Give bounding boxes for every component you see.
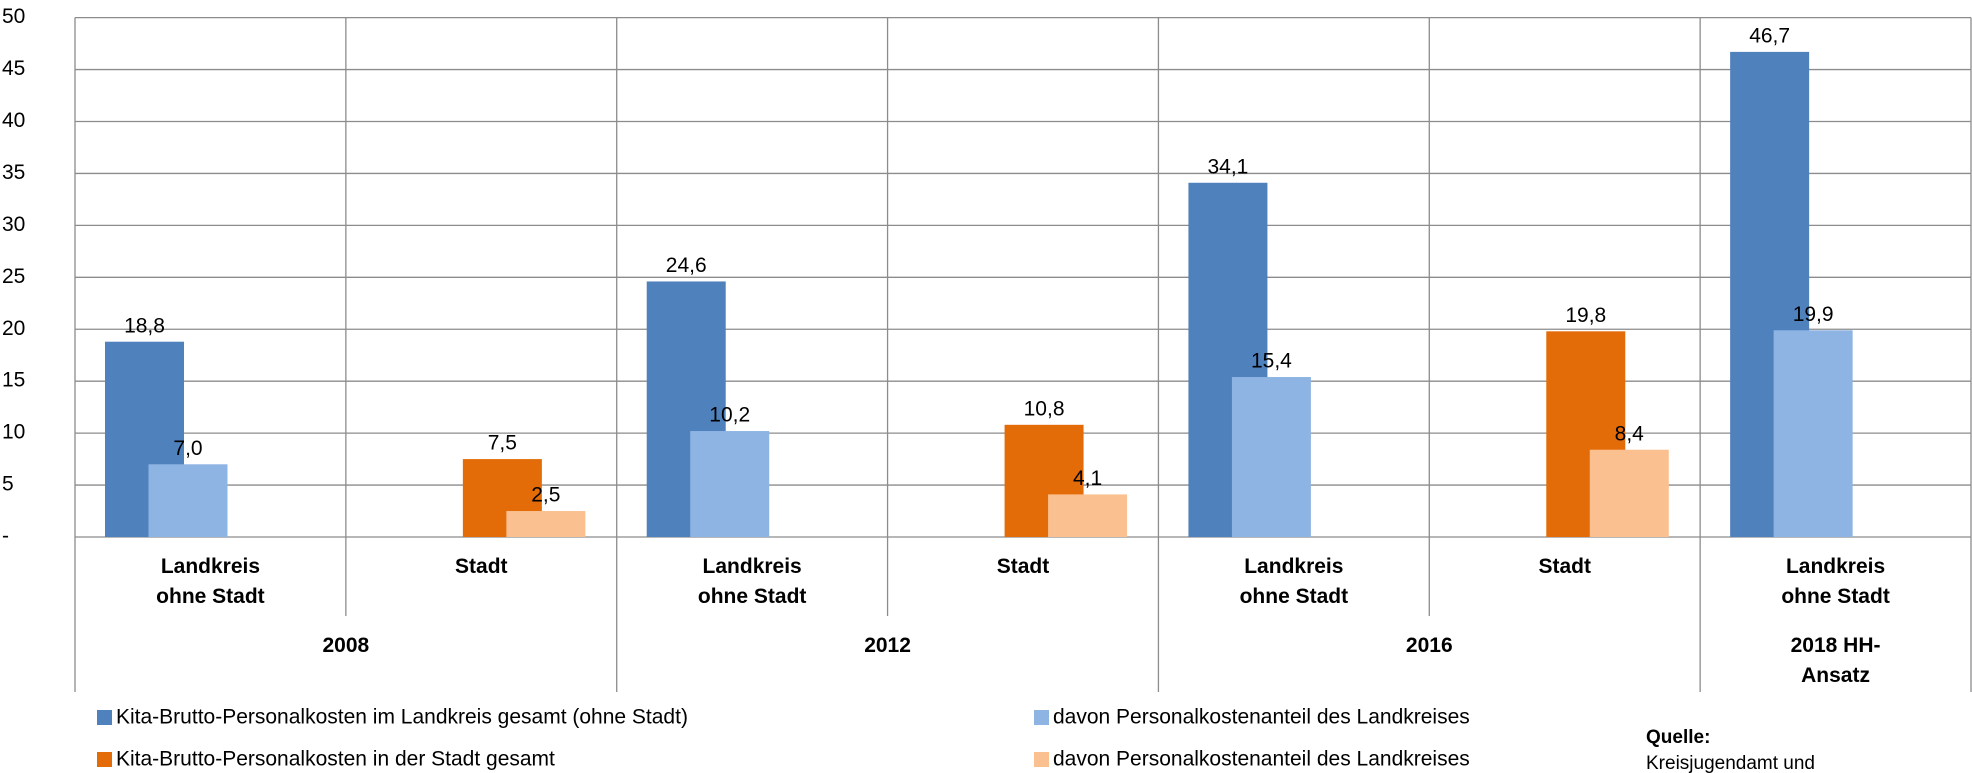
bar <box>506 511 586 537</box>
y-tick-label: 10 <box>2 421 25 444</box>
group-label: 2016 <box>1405 634 1453 657</box>
y-tick-label: 50 <box>2 5 25 28</box>
y-tick-label: 30 <box>2 213 25 236</box>
y-tick-label: 25 <box>2 265 25 288</box>
value-label: 19,9 <box>1793 303 1834 326</box>
x-tick-label: Landkreis ohne Stadt <box>1781 555 1890 608</box>
legend-swatch <box>1034 710 1049 725</box>
source-label: Quelle: <box>1646 727 1710 748</box>
value-label: 19,8 <box>1565 304 1606 327</box>
bar <box>1231 377 1311 537</box>
y-tick-label: 15 <box>2 369 25 392</box>
x-tick-label: Landkreis ohne Stadt <box>156 555 265 608</box>
bar <box>1773 330 1853 537</box>
y-tick-label: - <box>2 525 9 548</box>
y-tick-label: 20 <box>2 317 25 340</box>
value-label: 46,7 <box>1749 24 1790 47</box>
bar <box>690 431 770 537</box>
value-label: 10,2 <box>709 404 750 427</box>
y-tick-label: 45 <box>2 57 25 80</box>
x-tick-label: Landkreis ohne Stadt <box>1239 555 1349 608</box>
bar <box>148 464 228 537</box>
y-tick-label: 35 <box>2 161 25 184</box>
legend-label: davon Personalkostenanteil des Landkreis… <box>1053 706 1470 729</box>
x-tick-label: Landkreis ohne Stadt <box>697 555 807 608</box>
value-label: 10,8 <box>1024 397 1065 420</box>
x-tick-label: Stadt <box>996 555 1050 578</box>
value-label: 34,1 <box>1207 155 1248 178</box>
value-label: 8,4 <box>1615 422 1645 445</box>
value-label: 18,8 <box>124 314 165 337</box>
y-tick-label: 5 <box>2 473 14 496</box>
group-label: 2018 HH-Ansatz <box>1790 634 1881 687</box>
value-label: 4,1 <box>1073 467 1102 490</box>
legend-label: davon Personalkostenanteil des Landkreis… <box>1053 748 1470 771</box>
legend-swatch <box>1034 752 1049 767</box>
x-tick-label: Stadt <box>455 555 508 578</box>
value-label: 2,5 <box>531 484 560 507</box>
value-label: 15,4 <box>1251 350 1292 373</box>
value-label: 7,5 <box>488 432 517 455</box>
bar <box>1589 449 1669 537</box>
x-tick-label: Stadt <box>1538 555 1591 578</box>
value-label: 7,0 <box>173 437 202 460</box>
legend-label: Kita-Brutto-Personalkosten im Landkreis … <box>116 706 688 729</box>
group-label: 2008 <box>322 634 370 657</box>
group-label: 2012 <box>864 634 911 657</box>
legend-label: Kita-Brutto-Personalkosten in der Stadt … <box>116 748 555 771</box>
bar <box>1048 494 1128 537</box>
value-label: 24,6 <box>666 254 707 277</box>
legend-swatch <box>97 710 112 725</box>
source-text: Kreisjugendamt und <box>1646 753 1815 773</box>
legend-swatch <box>97 752 112 767</box>
y-tick-label: 40 <box>2 109 25 132</box>
